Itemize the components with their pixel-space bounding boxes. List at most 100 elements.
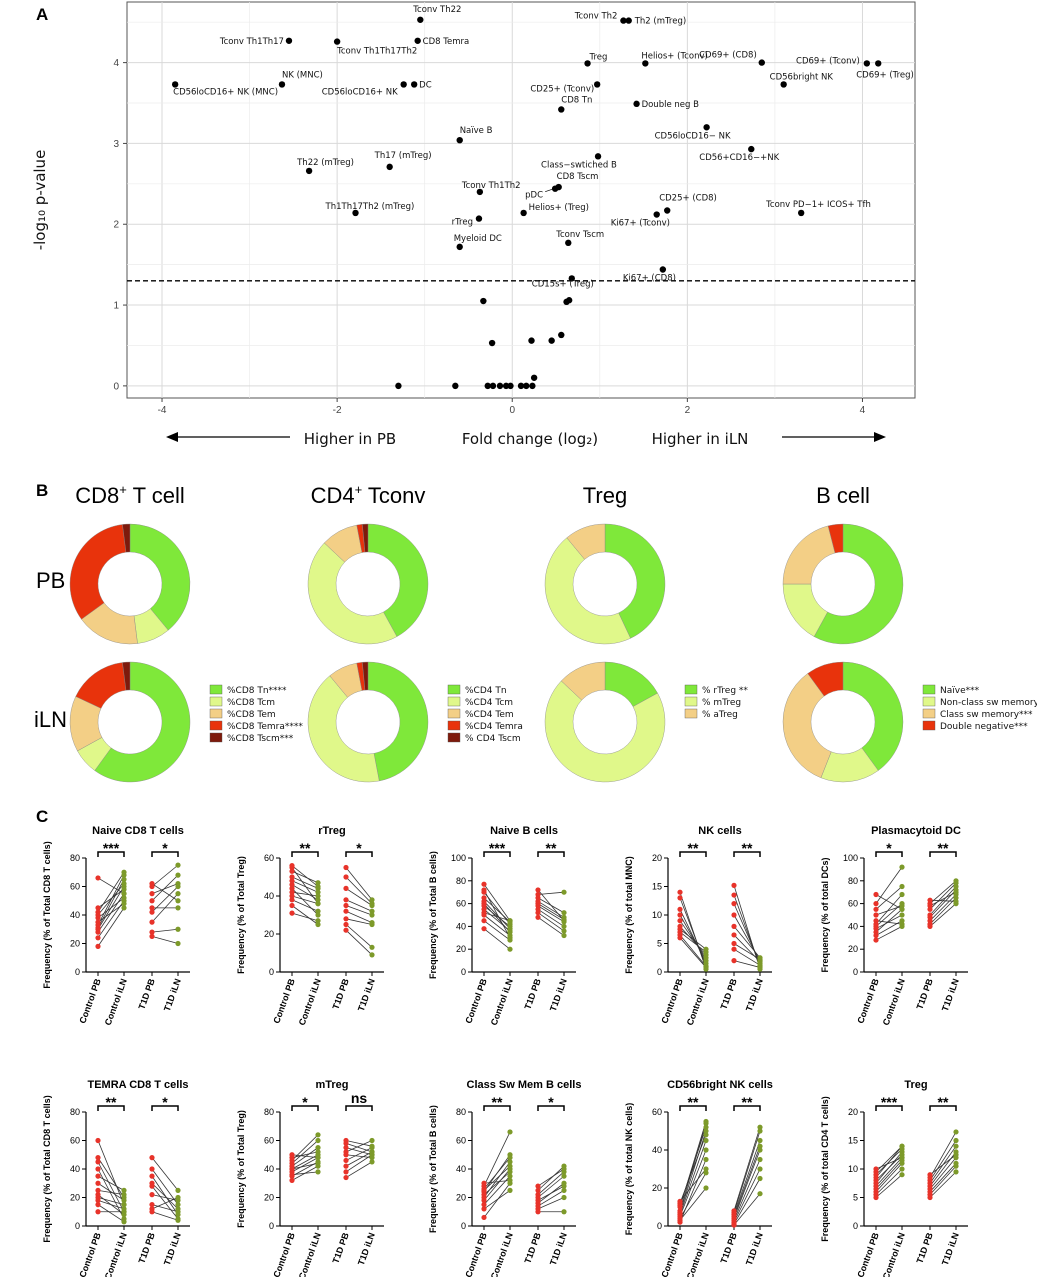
- iln-point: [121, 876, 127, 882]
- y-tick-label: 80: [848, 876, 858, 886]
- pair-line: [733, 1168, 761, 1223]
- iln-point: [121, 886, 127, 892]
- y-tick-label: 60: [652, 1107, 662, 1117]
- paired-plot-title: mTreg: [315, 1079, 348, 1091]
- y-tick-label: 60: [456, 899, 466, 909]
- pair-line: [291, 1171, 319, 1176]
- pair-line: [97, 907, 125, 947]
- pair-line: [929, 1157, 957, 1190]
- x-group-label: Control iLN: [489, 977, 515, 1026]
- pb-point: [289, 1152, 295, 1158]
- legend-label: % mTreg: [702, 698, 741, 708]
- legend-swatch: [447, 720, 461, 731]
- significance-bracket: [733, 1105, 761, 1111]
- row-label-pb: PB: [36, 568, 65, 593]
- iln-point: [899, 883, 905, 890]
- iln-point: [175, 898, 181, 904]
- pair-line: [875, 894, 903, 925]
- x-group-label: T1D iLN: [940, 1231, 961, 1266]
- iln-point: [315, 883, 321, 890]
- x-group-label: T1D iLN: [356, 1231, 377, 1266]
- volcano-point: [456, 136, 463, 144]
- volcano-point: [523, 382, 530, 390]
- paired-plot-title: Naive CD8 T cells: [92, 825, 184, 837]
- x-tick-label: 4: [860, 405, 866, 416]
- y-tick-label: 80: [70, 1107, 80, 1117]
- pair-line: [929, 1154, 957, 1176]
- pb-point: [149, 1173, 155, 1179]
- pb-point: [343, 908, 349, 914]
- paired-plot-ylabel: Frequency (% of total MNC): [624, 856, 634, 974]
- iln-point: [757, 1191, 763, 1197]
- volcano-point-label: Th2 (mTreg): [634, 17, 686, 27]
- pb-point: [343, 897, 349, 903]
- iln-point: [175, 1194, 181, 1201]
- x-group-label: Control PB: [77, 1231, 103, 1277]
- pair-line: [97, 903, 125, 923]
- volcano-point: [456, 243, 463, 251]
- pair-line: [483, 1180, 511, 1184]
- pair-line: [537, 1165, 565, 1191]
- pair-line: [345, 867, 373, 901]
- y-tick-label: 20: [652, 853, 662, 863]
- iln-point: [369, 952, 375, 958]
- volcano-point-label: CD8 Tn: [561, 95, 592, 105]
- paired-plot-ylabel: Frequency (% of Total CD8 T cells): [42, 1095, 52, 1242]
- y-tick-label: 0: [113, 381, 119, 392]
- iln-point: [315, 912, 321, 918]
- pb-point: [731, 923, 737, 930]
- y-tick-label: 4: [113, 58, 119, 69]
- iln-point: [315, 908, 321, 914]
- iln-point: [953, 1129, 959, 1135]
- iln-point: [703, 1147, 709, 1153]
- x-group-label: T1D iLN: [744, 977, 765, 1012]
- paired-plot-ylabel: Frequency (% of total CD4 T cells): [820, 1096, 830, 1242]
- row-label-iln: iLN: [34, 707, 67, 732]
- donut-slice: [129, 523, 191, 631]
- iln-point: [953, 1152, 959, 1158]
- volcano-point: [863, 60, 871, 67]
- donut-title: B cell: [816, 483, 870, 508]
- pb-point: [289, 863, 295, 869]
- pb-point: [873, 901, 879, 907]
- pair-line: [733, 1140, 761, 1215]
- pair-line: [483, 903, 511, 933]
- y-tick-label: 40: [70, 1164, 80, 1174]
- x-group-label: T1D iLN: [162, 1231, 183, 1266]
- iln-point: [121, 1187, 127, 1193]
- legend-swatch: [684, 708, 698, 719]
- pair-line: [151, 883, 179, 902]
- y-tick-label: 60: [848, 899, 858, 909]
- iln-point: [757, 1128, 763, 1134]
- significance-label: **: [492, 1094, 503, 1110]
- y-tick-label: 10: [652, 910, 662, 920]
- donut-title: CD8+ T cell: [75, 482, 185, 508]
- significance-bracket: [291, 1105, 319, 1111]
- significance-label: ns: [351, 1090, 368, 1106]
- pair-line: [875, 1148, 903, 1175]
- significance-label: **: [106, 1094, 117, 1110]
- iln-point: [507, 1169, 513, 1175]
- pair-line: [875, 1163, 903, 1193]
- iln-point: [369, 1137, 375, 1144]
- donut-slice: [827, 523, 844, 554]
- pb-point: [677, 1208, 683, 1214]
- pair-line: [733, 1130, 761, 1213]
- pb-point: [731, 958, 737, 964]
- iln-point: [899, 912, 905, 918]
- pair-line: [291, 899, 319, 912]
- iln-point: [175, 881, 181, 887]
- volcano-point: [480, 297, 487, 305]
- significance-bracket: [345, 851, 373, 857]
- volcano-point-label: CD25+ (Tconv): [530, 84, 594, 94]
- iln-point: [703, 1132, 709, 1138]
- pb-point: [731, 901, 737, 907]
- pair-line: [929, 1171, 957, 1198]
- legend-label: Double negative***: [940, 722, 1028, 732]
- volcano-point: [875, 60, 882, 67]
- volcano-point: [558, 106, 565, 113]
- x-group-label: Control iLN: [297, 1231, 323, 1277]
- legend-swatch: [922, 720, 936, 731]
- pair-line: [345, 876, 373, 904]
